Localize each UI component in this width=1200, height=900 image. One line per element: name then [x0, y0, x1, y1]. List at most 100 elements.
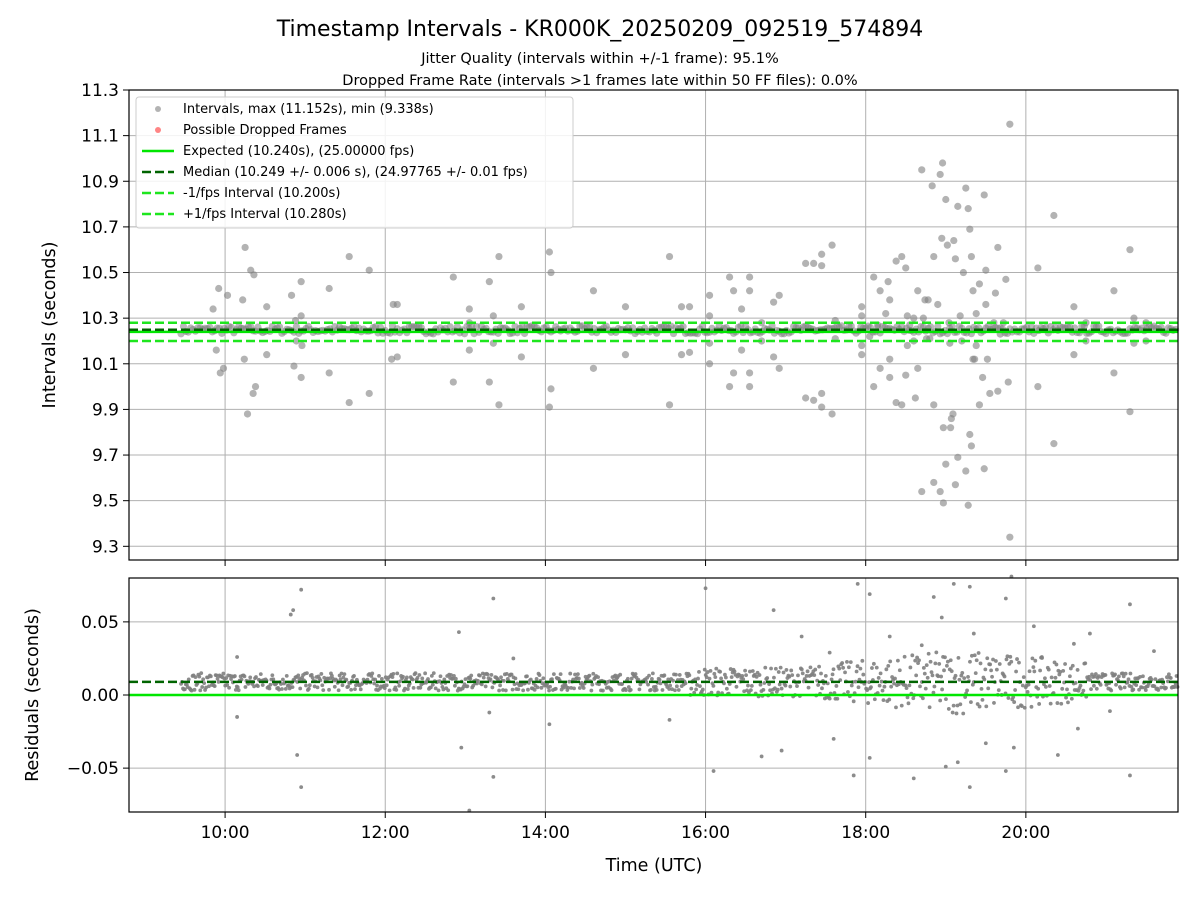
residual-point: [990, 674, 994, 679]
residual-point: [576, 676, 581, 681]
chart-subtitle-jitter: Jitter Quality (intervals within +/-1 fr…: [420, 51, 779, 67]
interval-point: [942, 460, 950, 468]
residuals-points: [179, 574, 1180, 813]
residual-point: [904, 686, 909, 691]
residual-point: [189, 688, 194, 693]
residual-point: [662, 673, 667, 678]
residual-point: [1070, 663, 1075, 668]
residual-point: [924, 663, 929, 668]
residual-point: [759, 754, 764, 759]
residual-point: [1058, 670, 1063, 674]
residual-point: [769, 666, 773, 671]
chart-title: Timestamp Intervals - KR000K_20250209_09…: [276, 17, 924, 42]
residual-point: [930, 673, 935, 678]
residual-point: [869, 685, 873, 690]
residual-point: [216, 679, 221, 684]
residual-point: [242, 674, 247, 679]
residual-point: [270, 673, 275, 678]
residual-point: [957, 677, 962, 682]
interval-point: [802, 259, 810, 267]
residual-point: [569, 686, 574, 690]
residual-point: [831, 736, 836, 741]
residual-point: [650, 671, 655, 676]
residual-point: [629, 676, 634, 681]
residual-point: [452, 673, 456, 678]
residual-point: [277, 687, 281, 692]
interval-point: [1006, 533, 1014, 541]
interval-point: [517, 303, 525, 311]
interval-point: [818, 403, 826, 411]
residual-point: [874, 665, 879, 670]
residual-point: [955, 760, 960, 765]
residual-point: [729, 675, 734, 679]
residual-point: [327, 687, 331, 692]
residual-point: [1152, 684, 1157, 689]
interval-point: [209, 305, 217, 313]
residual-point: [728, 667, 733, 671]
interval-point: [725, 383, 734, 391]
interval-point: [918, 166, 926, 174]
interval-point: [818, 389, 826, 398]
residual-point: [182, 687, 187, 692]
residual-point: [568, 671, 573, 676]
residual-point: [649, 687, 653, 692]
residual-point: [949, 669, 954, 674]
residual-point: [855, 664, 860, 669]
residual-point: [948, 658, 953, 663]
residual-point: [976, 651, 981, 655]
x-tick-label: 16:00: [681, 823, 730, 843]
residual-point: [789, 668, 794, 673]
residuals-y-tick-label: 0.05: [81, 613, 119, 633]
interval-point: [934, 300, 942, 309]
interval-point: [263, 351, 271, 359]
interval-point: [972, 309, 980, 318]
residual-point: [290, 685, 295, 690]
residual-point: [566, 686, 571, 690]
residual-point: [939, 615, 944, 620]
residual-point: [436, 688, 441, 693]
interval-point: [1050, 211, 1058, 220]
residual-point: [696, 676, 700, 681]
residual-point: [929, 670, 934, 675]
residual-point: [971, 631, 976, 636]
residual-point: [910, 653, 915, 658]
residual-point: [1043, 685, 1048, 689]
residual-point: [772, 675, 776, 680]
residual-point: [968, 659, 972, 664]
residual-point: [280, 687, 284, 691]
residual-point: [236, 688, 241, 693]
residual-point: [384, 683, 389, 688]
interval-point: [768, 322, 776, 330]
residual-point: [1031, 665, 1036, 670]
residual-point: [714, 666, 719, 671]
residual-point: [186, 677, 191, 682]
residual-point: [235, 655, 240, 659]
interval-point: [982, 266, 990, 274]
residual-point: [692, 690, 697, 695]
residual-point: [790, 673, 795, 678]
residual-point: [296, 673, 301, 678]
residual-point: [865, 688, 870, 693]
residual-point: [558, 672, 563, 677]
residual-point: [1140, 685, 1144, 690]
residual-point: [503, 688, 508, 693]
interval-point: [930, 401, 938, 409]
residual-point: [820, 686, 824, 691]
residual-point: [573, 672, 577, 677]
interval-point: [365, 389, 373, 398]
interval-point: [545, 248, 554, 256]
interval-point: [489, 312, 497, 320]
interval-point: [962, 184, 970, 192]
residual-point: [547, 688, 551, 693]
residual-point: [477, 673, 482, 678]
residual-point: [668, 683, 673, 688]
residual-point: [705, 670, 710, 674]
residual-point: [490, 685, 495, 690]
residuals-panel: −0.05 0.00 0.05 10:00 12:00 14:00 16:00 18:00 2…: [23, 574, 1180, 876]
residual-point: [744, 673, 748, 678]
interval-point: [665, 401, 674, 409]
residual-point: [321, 688, 326, 693]
residual-point: [718, 669, 723, 674]
interval-point: [939, 424, 947, 432]
residual-point: [339, 671, 344, 676]
